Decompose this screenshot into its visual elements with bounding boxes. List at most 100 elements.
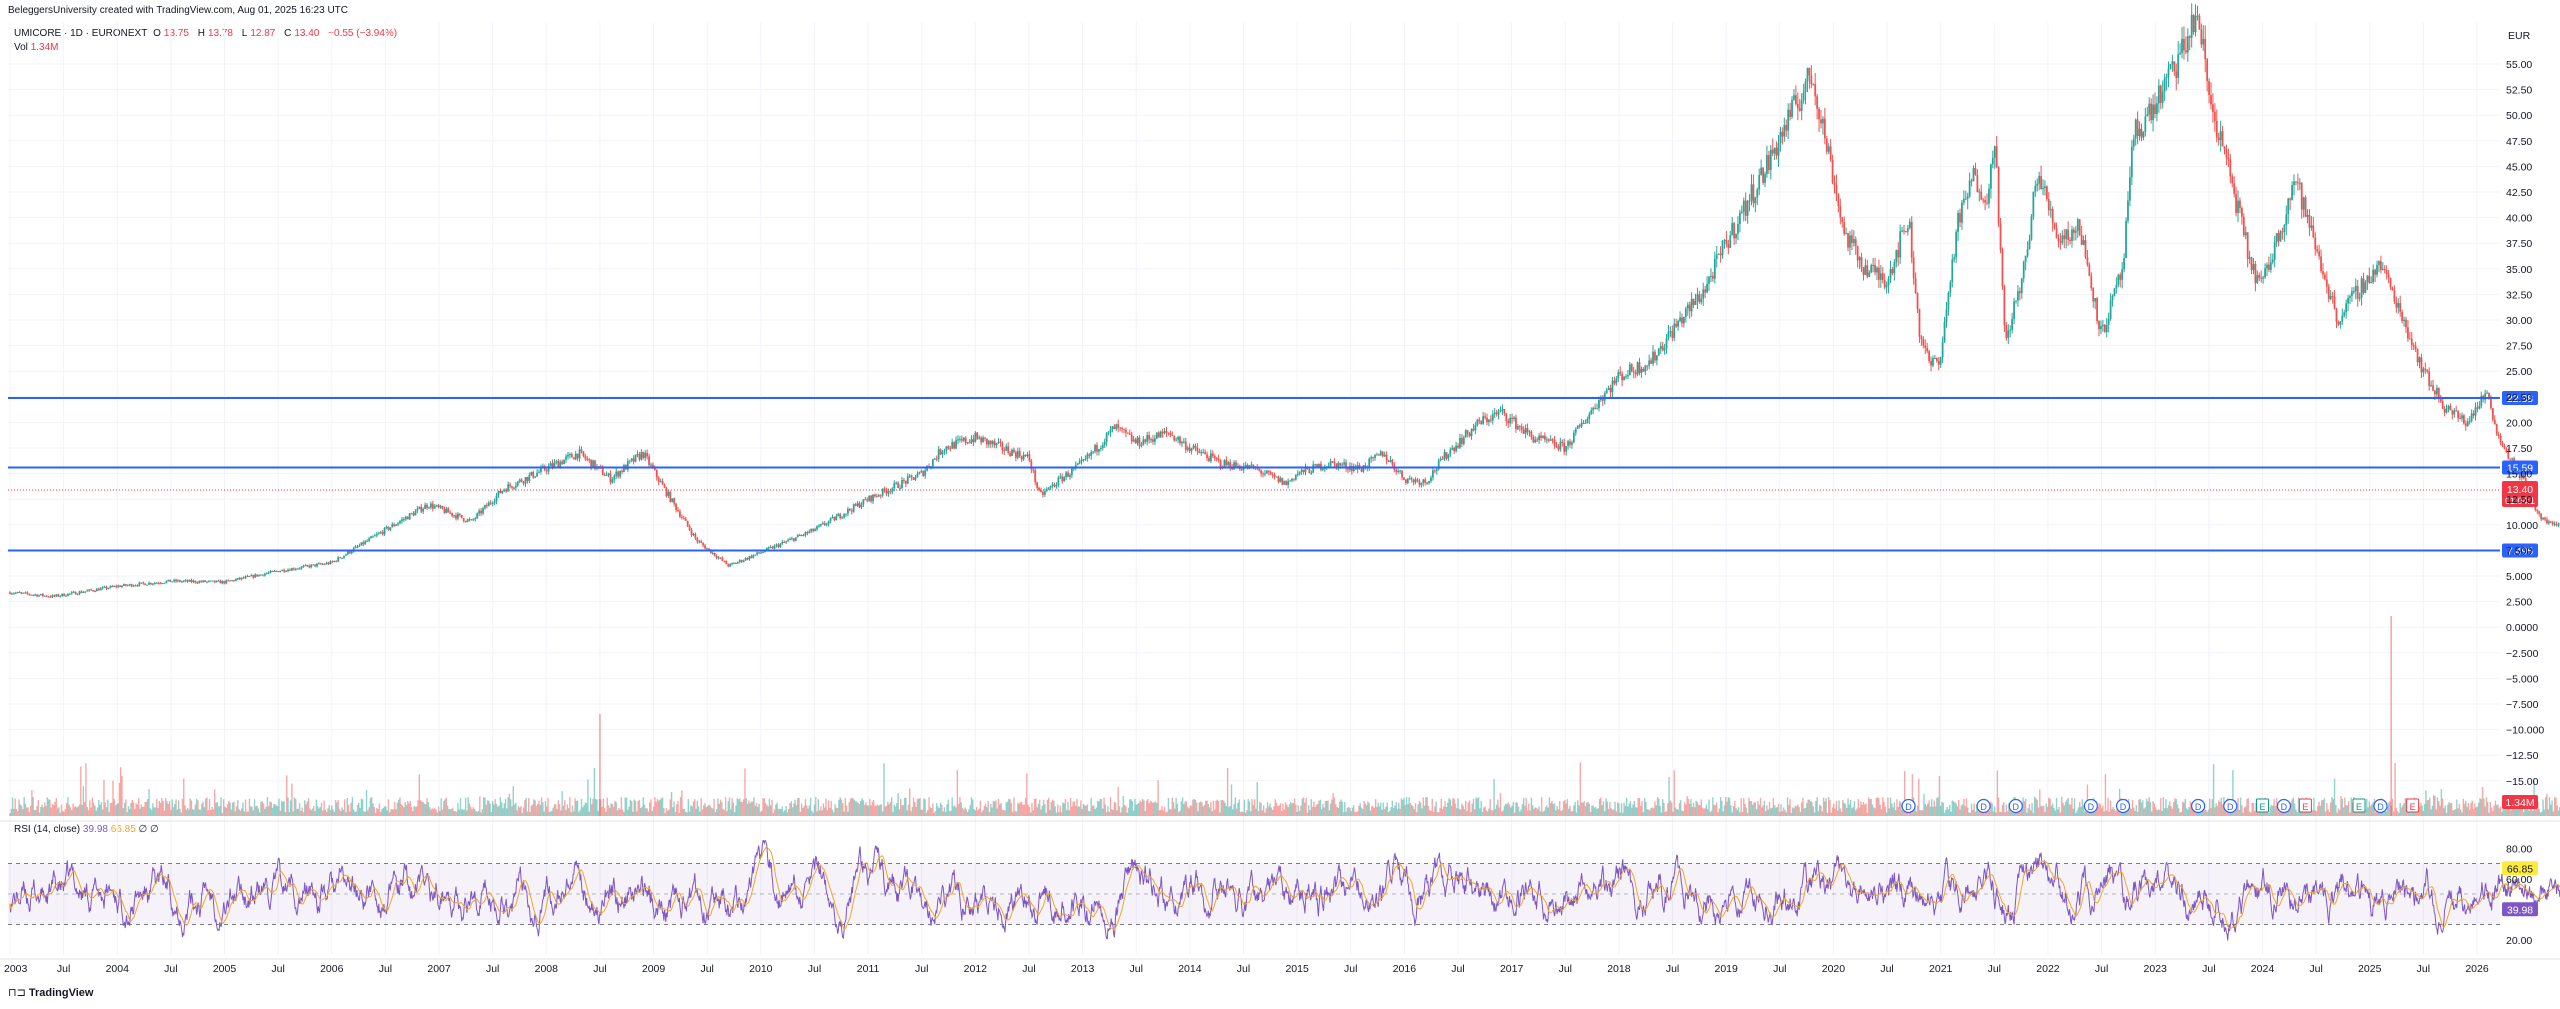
volume-bar — [946, 804, 948, 816]
volume-bar — [1015, 811, 1018, 816]
volume-bar — [2485, 797, 2488, 816]
volume-bar — [1296, 811, 1298, 816]
volume-bar — [1337, 808, 1340, 816]
candle-body — [1903, 230, 1905, 232]
volume-bar — [1394, 805, 1396, 816]
volume-bar — [1700, 799, 1702, 816]
volume-bar — [287, 797, 289, 816]
rsi-ma-tag — [2502, 861, 2538, 876]
volume-bar — [381, 809, 383, 816]
volume-bar — [1071, 806, 1073, 816]
candle-body — [1472, 428, 1475, 431]
volume-bar — [2532, 811, 2534, 816]
volume-bar — [1861, 804, 1863, 816]
volume-bar — [714, 812, 717, 816]
volume-bar — [282, 801, 284, 816]
candle-body — [1951, 259, 1954, 283]
candle-body — [2063, 235, 2066, 240]
candle-body — [798, 535, 801, 537]
volume-bar — [1416, 812, 1418, 816]
candle-body — [2130, 146, 2133, 178]
volume-bar — [999, 804, 1001, 816]
volume-bar — [863, 804, 866, 816]
volume-bar — [1578, 805, 1580, 816]
candle-body — [2447, 406, 2450, 410]
volume-bar — [1077, 806, 1080, 816]
candle-body — [298, 568, 301, 570]
volume-bar — [730, 809, 732, 816]
volume-bar — [1468, 800, 1471, 816]
candle-body — [41, 593, 44, 597]
candle-body — [1225, 459, 1228, 466]
candle-body — [250, 575, 253, 577]
volume-bar — [929, 807, 931, 816]
candle-body — [1321, 468, 1324, 470]
candle-body — [399, 521, 401, 524]
candle-body — [2144, 116, 2147, 132]
volume-bar — [1522, 797, 1525, 816]
volume-bar — [141, 806, 144, 816]
candle-body — [2459, 418, 2461, 420]
volume-bar — [558, 804, 561, 816]
volume-bar — [564, 800, 566, 816]
volume-bar — [1367, 801, 1369, 816]
candle-body — [287, 569, 289, 572]
candle-body — [55, 594, 58, 597]
candle-body — [1955, 231, 1958, 258]
candle-body — [1441, 458, 1444, 460]
volume-bar — [1224, 802, 1226, 816]
candle-body — [1165, 431, 1168, 433]
candle-body — [86, 590, 89, 592]
candle-body — [2291, 185, 2293, 200]
volume-bar — [1741, 811, 1744, 816]
y-tick-label: 55.00 — [2506, 59, 2532, 71]
candle-body — [1534, 439, 1537, 443]
candle-body — [1522, 430, 1525, 434]
volume-bar — [1006, 801, 1009, 816]
candle-body — [1696, 294, 1699, 302]
volume-bar — [109, 803, 112, 816]
volume-bar — [2099, 804, 2101, 816]
volume-bar — [1376, 806, 1378, 816]
volume-bar — [1790, 812, 1793, 816]
volume-bar — [1996, 770, 1999, 816]
volume-bar — [605, 811, 607, 816]
candle-body — [2495, 424, 2498, 435]
volume-bar — [1035, 798, 1037, 816]
volume-bar — [1242, 812, 1244, 816]
candle-body — [1576, 425, 1579, 429]
volume-bar — [1717, 812, 1719, 816]
volume-bar — [2144, 807, 2147, 816]
volume-bar — [2403, 802, 2405, 816]
candle-body — [1526, 428, 1529, 432]
volume-bar — [1519, 811, 1521, 816]
candle-body — [1499, 409, 1502, 412]
volume-bar — [2001, 804, 2004, 816]
candle-body — [534, 476, 537, 478]
volume-bar — [682, 809, 684, 816]
candle-body — [1563, 442, 1566, 452]
candle-body — [561, 461, 564, 465]
volume-bar — [2317, 805, 2319, 816]
volume-bar — [779, 808, 781, 816]
volume-bar — [2005, 804, 2008, 816]
volume-bar — [932, 803, 934, 816]
candle-body — [1173, 435, 1176, 441]
candle-body — [2184, 50, 2187, 53]
volume-bar — [2494, 800, 2497, 816]
last-price-tag — [2502, 480, 2538, 507]
volume-bar — [1359, 803, 1361, 816]
candle-body — [702, 542, 705, 546]
candle-body — [485, 505, 488, 507]
volume-bar — [1821, 811, 1823, 816]
volume-bar — [2081, 799, 2083, 816]
candle-body — [507, 484, 510, 492]
candle-body — [545, 470, 548, 472]
volume-bar — [422, 802, 424, 816]
volume-bar — [1849, 799, 1852, 816]
volume-bar — [2529, 804, 2531, 816]
volume-bar — [1211, 811, 1213, 816]
candle-body — [30, 594, 33, 596]
volume-bar — [1757, 800, 1759, 816]
